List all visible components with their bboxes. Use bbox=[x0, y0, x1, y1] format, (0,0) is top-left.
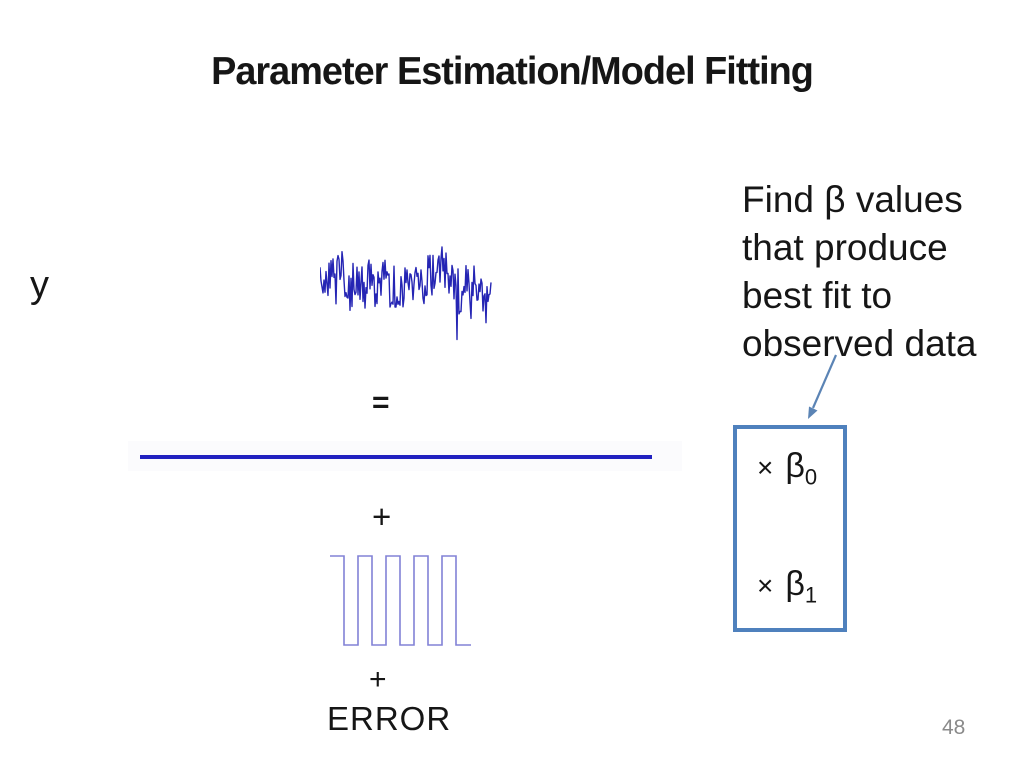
annotation-line: Find β values bbox=[742, 179, 963, 220]
error-label: ERROR bbox=[327, 700, 452, 737]
beta-subscript: 0 bbox=[804, 464, 818, 490]
constant-line-graphic bbox=[140, 455, 652, 459]
beta-symbol: β bbox=[785, 447, 805, 485]
annotation-text: Find β values that produce best fit to o… bbox=[742, 176, 1012, 368]
square-wave-graphic bbox=[330, 555, 471, 646]
plus-sign-2: + bbox=[369, 663, 387, 696]
multiply-sign: × bbox=[757, 452, 774, 483]
noisy-signal-graphic bbox=[320, 246, 492, 341]
beta-symbol: β bbox=[785, 565, 805, 603]
annotation-arrow-icon bbox=[808, 354, 838, 419]
plus-sign-1: + bbox=[372, 498, 392, 535]
equals-sign: = bbox=[372, 386, 390, 419]
beta1-term: × β1 bbox=[757, 565, 818, 608]
page-title: Parameter Estimation/Model Fitting bbox=[211, 50, 814, 93]
annotation-line: best fit to bbox=[742, 275, 893, 316]
multiply-sign: × bbox=[757, 570, 774, 601]
annotation-line: that produce bbox=[742, 227, 948, 268]
beta-box: × β0 × β1 bbox=[733, 425, 847, 632]
beta0-term: × β0 bbox=[757, 447, 818, 490]
y-axis-label: y bbox=[30, 264, 49, 306]
annotation-line: observed data bbox=[742, 323, 977, 364]
beta-subscript: 1 bbox=[804, 582, 818, 608]
page-number: 48 bbox=[942, 716, 966, 739]
